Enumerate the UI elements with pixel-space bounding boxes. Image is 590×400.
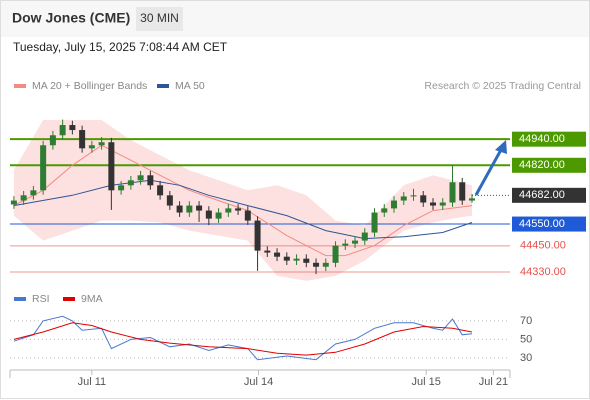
ma-line xyxy=(13,144,473,257)
x-tick-label: Jul 21 xyxy=(479,376,508,388)
y-tick-label: 50 xyxy=(520,333,532,345)
legend-swatch xyxy=(14,297,26,301)
candle-body xyxy=(225,208,232,213)
candle-body xyxy=(215,212,222,219)
legend-label: RSI xyxy=(32,293,50,305)
candle-body xyxy=(157,185,164,196)
candle-body xyxy=(166,195,173,206)
candle-body xyxy=(322,262,329,267)
interval[interactable]: 30 MIN xyxy=(140,11,179,25)
level-label: 44450.00 xyxy=(520,240,566,252)
x-tick-label: Jul 15 xyxy=(411,376,440,388)
candle-body xyxy=(449,182,456,203)
legend-swatch xyxy=(157,84,169,88)
candle-body xyxy=(186,205,193,213)
candle-body xyxy=(176,205,183,213)
title: Dow Jones (CME) xyxy=(12,10,130,26)
candle-body xyxy=(79,130,86,149)
candle-body xyxy=(235,208,242,211)
legend-label: 9MA xyxy=(81,293,103,305)
candle-body xyxy=(40,145,47,191)
legend-swatch xyxy=(63,297,75,301)
candle-body xyxy=(420,195,427,203)
y-tick-label: 30 xyxy=(520,352,532,364)
candle-body xyxy=(274,252,281,257)
candle-body xyxy=(59,125,66,136)
candle-body xyxy=(49,135,56,146)
y-tick-label: 70 xyxy=(520,315,532,327)
legend-label: MA 50 xyxy=(175,80,205,92)
candle-body xyxy=(468,198,475,201)
rsi-line xyxy=(13,322,473,356)
legend-label: MA 20 + Bollinger Bands xyxy=(32,80,147,92)
candle-body xyxy=(205,210,212,219)
timestamp: Tuesday, July 15, 2025 7:08:44 AM CET xyxy=(13,40,228,54)
candle-body xyxy=(439,202,446,206)
level-box xyxy=(512,157,586,173)
candle-body xyxy=(332,245,339,263)
candle-body xyxy=(137,175,144,181)
x-tick-label: Jul 14 xyxy=(244,376,273,388)
level-label: 44682.00 xyxy=(519,189,565,201)
candle-body xyxy=(400,196,407,201)
candle-body xyxy=(303,258,310,263)
interval-box[interactable] xyxy=(136,7,183,31)
x-tick-label: Jul 11 xyxy=(78,376,107,388)
candle-body xyxy=(127,180,134,186)
candle-body xyxy=(147,175,154,186)
candle-body xyxy=(264,250,271,253)
candle-body xyxy=(391,200,398,209)
level-label: 44940.00 xyxy=(519,133,565,145)
candle-body xyxy=(410,195,417,197)
candle-body xyxy=(69,125,76,131)
candle-body xyxy=(381,208,388,213)
candle-body xyxy=(196,205,203,211)
rsi-line xyxy=(13,315,473,361)
candle-body xyxy=(361,232,368,241)
candle-body xyxy=(118,185,125,191)
candle-body xyxy=(459,182,466,201)
candle-body xyxy=(254,220,261,251)
candle-body xyxy=(352,240,359,244)
level-box xyxy=(512,216,586,232)
candle-body xyxy=(244,210,251,221)
candle-body xyxy=(88,145,95,149)
candle-body xyxy=(313,262,320,267)
candle-body xyxy=(430,202,437,206)
level-label: 44550.00 xyxy=(519,218,565,230)
projection-arrow xyxy=(474,147,504,196)
candle-body xyxy=(283,256,290,261)
level-box xyxy=(512,187,586,203)
candle-body xyxy=(108,142,115,191)
candle-body xyxy=(293,258,300,261)
level-label: 44330.00 xyxy=(520,266,566,278)
credit: Research © 2025 Trading Central xyxy=(424,80,581,92)
arrow-head xyxy=(495,140,507,154)
candle-body xyxy=(20,195,27,201)
header-band xyxy=(1,1,589,37)
candle-body xyxy=(98,142,105,146)
candle-body xyxy=(342,243,349,246)
legend-swatch xyxy=(14,84,26,88)
level-box xyxy=(512,131,586,147)
candle-body xyxy=(30,190,37,196)
candle-body xyxy=(371,212,378,233)
level-label: 44820.00 xyxy=(519,159,565,171)
candle-body xyxy=(10,200,17,205)
